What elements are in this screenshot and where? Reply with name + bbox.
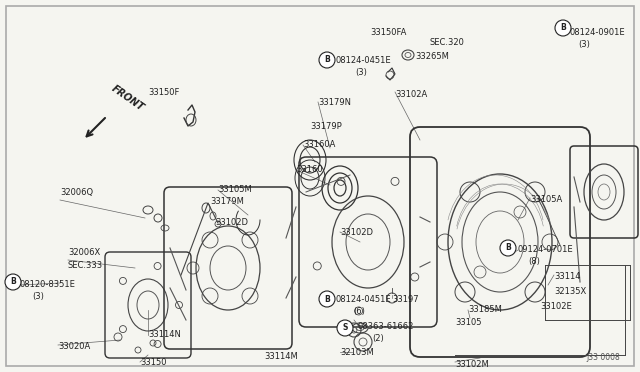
Text: 09124-0701E: 09124-0701E	[518, 245, 573, 254]
Text: 33150F: 33150F	[148, 88, 179, 97]
Text: 08124-0451E: 08124-0451E	[335, 295, 390, 304]
Text: FRONT: FRONT	[110, 84, 146, 113]
Text: S: S	[342, 324, 348, 333]
Text: 33102A: 33102A	[395, 90, 428, 99]
Text: 33102M: 33102M	[455, 360, 489, 369]
Text: 33185M: 33185M	[468, 305, 502, 314]
Text: 33179N: 33179N	[318, 98, 351, 107]
Text: 33105: 33105	[455, 318, 481, 327]
Circle shape	[555, 20, 571, 36]
Text: 32006X: 32006X	[68, 248, 100, 257]
Text: 33179M: 33179M	[210, 197, 244, 206]
Text: B: B	[505, 244, 511, 253]
Text: (6): (6)	[353, 307, 365, 316]
Text: 33114N: 33114N	[148, 330, 181, 339]
Circle shape	[319, 52, 335, 68]
Text: 32103M: 32103M	[340, 348, 374, 357]
Circle shape	[500, 240, 516, 256]
Text: 33020A: 33020A	[58, 342, 90, 351]
Text: 32006Q: 32006Q	[60, 188, 93, 197]
Text: (2): (2)	[372, 334, 384, 343]
Text: 33114M: 33114M	[264, 352, 298, 361]
Text: J33 0008: J33 0008	[586, 353, 620, 362]
Text: B: B	[324, 295, 330, 304]
Text: (3): (3)	[578, 40, 590, 49]
Text: B: B	[560, 23, 566, 32]
Text: 33160: 33160	[296, 165, 323, 174]
Text: B: B	[324, 55, 330, 64]
Text: B: B	[10, 278, 16, 286]
Text: (3): (3)	[32, 292, 44, 301]
Text: 33102E: 33102E	[540, 302, 572, 311]
Text: 08363-61662: 08363-61662	[358, 322, 414, 331]
Text: SEC.320: SEC.320	[430, 38, 465, 47]
Text: 32135X: 32135X	[554, 287, 586, 296]
Text: 08124-0901E: 08124-0901E	[570, 28, 626, 37]
Circle shape	[337, 320, 353, 336]
Text: 33105A: 33105A	[530, 195, 563, 204]
Circle shape	[319, 291, 335, 307]
Text: 33102D: 33102D	[340, 228, 373, 237]
Text: 33105M: 33105M	[218, 185, 252, 194]
Text: 33102D: 33102D	[215, 218, 248, 227]
Text: 33150: 33150	[140, 358, 166, 367]
Text: (8): (8)	[528, 257, 540, 266]
Text: 33179P: 33179P	[310, 122, 342, 131]
Text: 08124-0451E: 08124-0451E	[335, 56, 390, 65]
Text: 33160A: 33160A	[303, 140, 335, 149]
Text: 33265M: 33265M	[415, 52, 449, 61]
Text: 33197: 33197	[392, 295, 419, 304]
Text: 33150FA: 33150FA	[370, 28, 406, 37]
Text: 33114: 33114	[554, 272, 580, 281]
Text: (3): (3)	[355, 68, 367, 77]
Text: SEC.333: SEC.333	[68, 261, 103, 270]
Text: 08120-8351E: 08120-8351E	[20, 280, 76, 289]
Circle shape	[5, 274, 21, 290]
